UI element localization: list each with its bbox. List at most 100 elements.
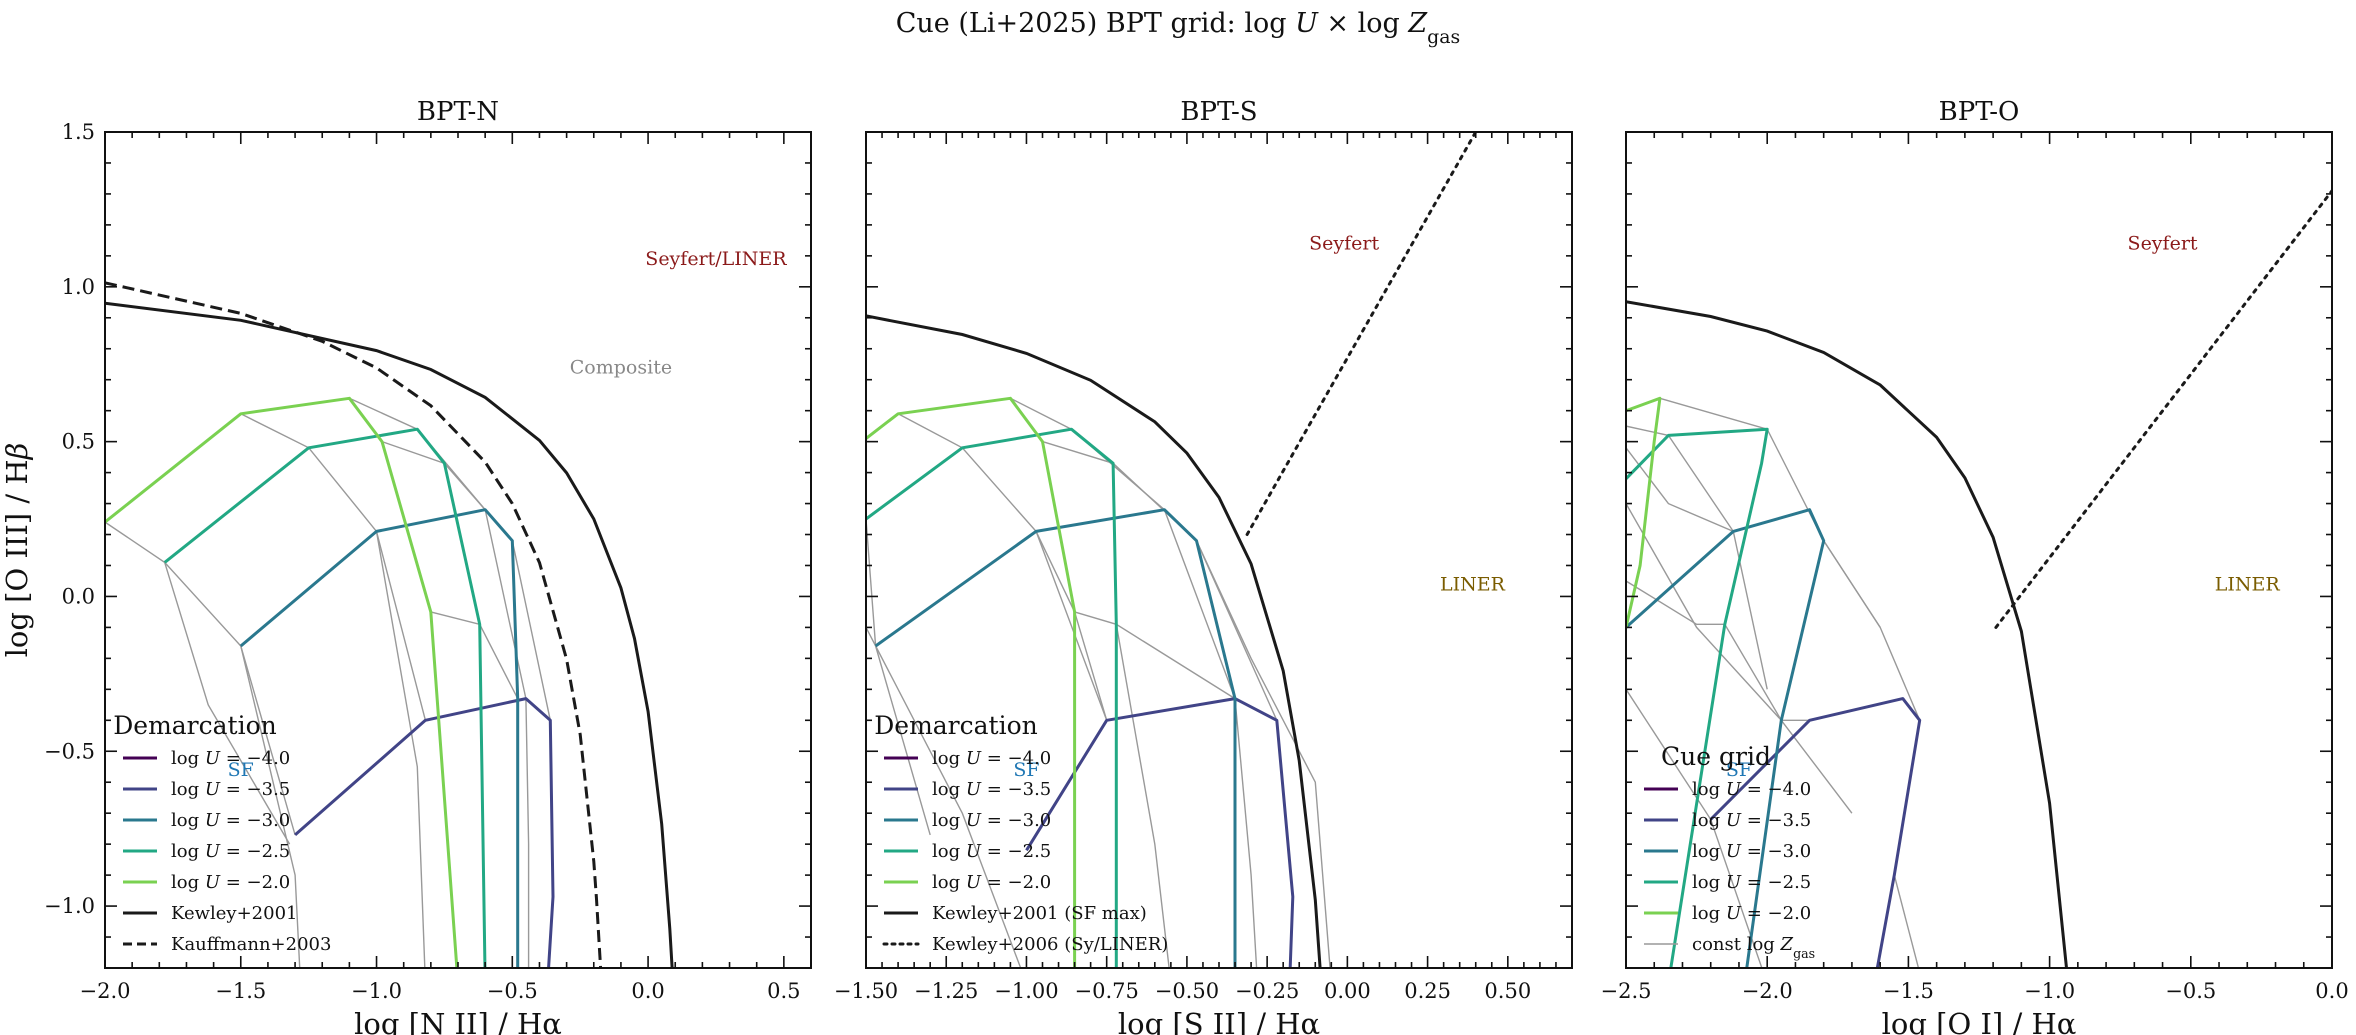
legend-entry-label: Kewley+2001: [171, 903, 298, 924]
bpt-n-ticks: [104, 131, 812, 969]
region-label-seyfert: Seyfert: [1309, 233, 1379, 255]
bpt-n-plot-area: SF Composite Seyfert/LINER: [105, 248, 787, 968]
panel-title: BPT-O: [1939, 97, 2020, 127]
const-z-line: [1823, 540, 1921, 721]
region-label-sf: SF: [228, 759, 254, 781]
series-line-logu-3-5: [1709, 697, 1922, 968]
x-tick-label: 0.00: [1324, 979, 1371, 1003]
const-z-line: [381, 440, 551, 721]
demarcation-kewley-2001: [1626, 300, 2068, 968]
const-z-line: [164, 562, 291, 845]
x-axis-label: log [S II] / Hα: [1118, 1007, 1320, 1035]
series-line-logu-3-5: [294, 697, 555, 968]
figure-title: Cue (Li+2025) BPT grid: log U × log Zgas: [896, 8, 1460, 48]
series-line-logu-2-5: [866, 427, 1118, 968]
bpt-n-legend: Demarcation log U = −4.0 log U = −3.5 log U…: [113, 711, 331, 955]
const-z-line: [525, 698, 530, 968]
legend-entry-label: log U = −4.0: [1692, 779, 1811, 800]
demarcation-kewley-2001-sf-max: [866, 314, 1322, 968]
y-tick-label: −0.5: [44, 739, 95, 763]
x-tick-label: −2.0: [1742, 979, 1793, 1003]
const-z-line: [1042, 440, 1278, 721]
const-z-line: [375, 531, 426, 968]
x-tick-label: 0.50: [1484, 979, 1531, 1003]
panels: SF Composite Seyfert/LINER −2.0 −1.5 −1.0 −0.5…: [0, 97, 2349, 1035]
bpt-s-panel: SF Seyfert LINER −1.50 −1.25 −1.00 −0.75 −0.50−…: [834, 97, 1573, 1035]
const-z-line: [897, 413, 1108, 721]
series-line-logu-2-5: [163, 427, 487, 968]
x-tick-label: −1.0: [351, 979, 402, 1003]
x-tick-label: −0.75: [1075, 979, 1139, 1003]
y-tick-label: −1.0: [44, 894, 95, 918]
legend-entry-label: Kewley+2006 (Sy/LINER): [932, 934, 1168, 955]
const-z-line: [866, 627, 1022, 968]
region-label-seyfert: Seyfert: [2128, 233, 2198, 255]
region-label-liner: LINER: [2215, 573, 2281, 595]
bpt-s-legend: Demarcation log U = −4.0 log U = −3.5 log U…: [874, 711, 1168, 955]
const-z-line: [1626, 580, 1725, 625]
region-label-liner: LINER: [1440, 573, 1506, 595]
demarcation-kewley-2001: [105, 301, 674, 968]
bpt-o-axes-frame: [1625, 131, 2333, 969]
series-line-logu-3-5: [1025, 697, 1295, 968]
y-tick-label: 1.5: [62, 120, 95, 144]
x-tick-label: −1.00: [994, 979, 1058, 1003]
const-z-line: [1074, 611, 1236, 700]
const-z-line: [1234, 698, 1258, 968]
x-axis-label: log [N II] / Hα: [354, 1007, 562, 1035]
x-tick-label: 0.0: [2315, 979, 2348, 1003]
bpt-o-panel: SF Seyfert LINER −2.5 −2.0 −1.5 −1.0 −0.5 0.0 BPT…: [1601, 97, 2349, 1035]
x-tick-label: −1.5: [1883, 979, 1934, 1003]
bpt-o-legend: Cue grid log U = −4.0 log U = −3.5 log U = …: [1644, 742, 1815, 961]
const-z-line: [1195, 540, 1331, 968]
x-tick-label: −2.0: [80, 979, 131, 1003]
legend-entry-label: log U = −2.5: [1692, 872, 1811, 893]
x-tick-label: −1.50: [834, 979, 898, 1003]
const-z-line: [1626, 425, 1768, 690]
const-z-line: [240, 413, 427, 721]
legend-title: Cue grid: [1661, 742, 1771, 771]
series-line-logu-3-0: [239, 508, 520, 968]
region-label-composite: Composite: [570, 357, 672, 379]
x-tick-label: 0.0: [631, 979, 664, 1003]
legend-entry-label: const log Zgas: [1692, 934, 1815, 961]
x-tick-label: 0.25: [1404, 979, 1451, 1003]
legend-entry-label: log U = −2.5: [171, 841, 290, 862]
legend-entry-label: log U = −3.5: [171, 779, 290, 800]
x-tick-label: −1.5: [215, 979, 266, 1003]
series-line-logu-2-5: [1626, 427, 1769, 968]
y-tick-label: 0.0: [62, 584, 95, 608]
const-z-line: [105, 521, 296, 836]
series-line-logu-2-0: [866, 396, 1077, 968]
x-tick-label: 0.5: [767, 979, 800, 1003]
bpt-o-plot-area: SF Seyfert LINER: [1626, 189, 2332, 968]
legend-title: Demarcation: [113, 711, 277, 740]
legend-entry-label: log U = −3.5: [1692, 810, 1811, 831]
const-z-line: [866, 438, 931, 836]
series-line-logu-3-0: [874, 508, 1237, 968]
x-axis-label: log [O I] / Hα: [1882, 1007, 2077, 1035]
demarcation-kewley-2006-sy-liner: [1245, 132, 1478, 536]
x-tick-label: −1.0: [2024, 979, 2075, 1003]
demarcation-kauffmann-2003: [105, 281, 603, 968]
region-label-sf: SF: [1013, 759, 1039, 781]
bpt-s-ticks: [865, 131, 1573, 969]
demarcation-kewley-2006: [1994, 189, 2332, 629]
legend-entry-label: log U = −2.0: [932, 872, 1051, 893]
bpt-n-panel: SF Composite Seyfert/LINER −2.0 −1.5 −1.0 −0.5…: [0, 97, 812, 1035]
series-line-logu-2-0: [105, 396, 459, 968]
const-z-line: [1626, 503, 1853, 814]
const-z-line: [1115, 624, 1170, 968]
legend-title: Demarcation: [874, 711, 1038, 740]
const-z-line: [1010, 397, 1236, 699]
const-z-line: [240, 645, 301, 968]
region-label-sf: SF: [1726, 759, 1752, 781]
panel-title: BPT-N: [417, 97, 499, 127]
legend-entry-label: Kauffmann+2003: [171, 934, 331, 955]
legend-entry-label: log U = −2.5: [932, 841, 1051, 862]
bpt-s-plot-area: SF Seyfert LINER: [866, 132, 1506, 968]
x-tick-label: −1.25: [914, 979, 978, 1003]
series-line-logu-2-0: [1626, 396, 1662, 628]
x-tick-label: −2.5: [1601, 979, 1652, 1003]
y-tick-label: 1.0: [62, 275, 95, 299]
